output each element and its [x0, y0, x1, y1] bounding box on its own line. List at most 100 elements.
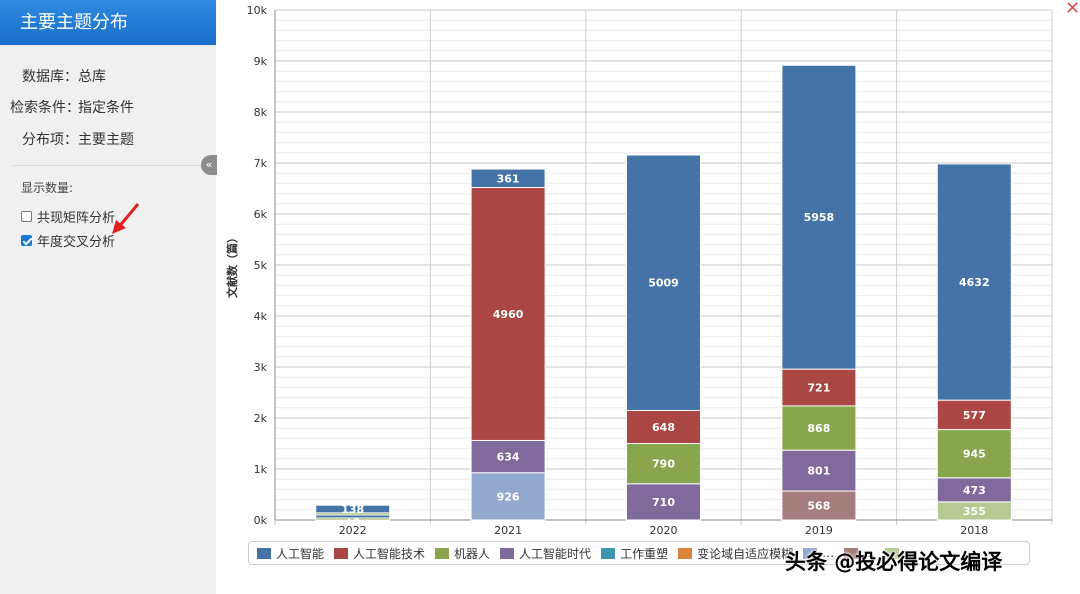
annual-cross-label: 年度交叉分析	[37, 235, 116, 250]
data-label: 926	[497, 490, 520, 503]
legend-item[interactable]: 机器人	[435, 545, 490, 562]
data-label: 634	[497, 451, 520, 464]
legend-swatch	[334, 547, 349, 559]
bar-segment	[781, 449, 857, 492]
bar-segment	[626, 483, 701, 521]
data-label: 721	[807, 382, 830, 395]
data-label: 473	[963, 484, 986, 497]
legend-label: 人工智能时代	[519, 546, 592, 561]
y-tick-label: 0k	[254, 514, 268, 527]
y-tick-label: 5k	[254, 259, 268, 272]
legend-item[interactable]: 人工智能	[257, 545, 324, 562]
legend-swatch	[678, 547, 693, 559]
y-tick-label: 8k	[254, 106, 268, 119]
data-label: 568	[807, 500, 830, 513]
collapse-icon[interactable]: «	[201, 155, 217, 175]
data-label: 710	[652, 496, 675, 509]
condition-label: 检索条件：	[10, 100, 80, 116]
bar-segment	[470, 439, 546, 474]
data-label: 355	[963, 505, 986, 518]
legend-label: …	[863, 546, 876, 560]
legend-label: …	[904, 546, 917, 560]
y-tick-label: 10k	[247, 4, 268, 17]
y-tick-label: 4k	[254, 310, 268, 323]
annual-cross-checkbox[interactable]	[21, 235, 32, 246]
data-label: 790	[652, 458, 675, 471]
data-label: 945	[963, 448, 986, 461]
x-tick-label: 2020	[650, 524, 678, 537]
bar-segment	[936, 163, 1012, 401]
legend-item[interactable]: 变论域自适应模糊	[678, 545, 793, 562]
data-label: 868	[807, 422, 830, 435]
bar-segment	[470, 168, 546, 188]
stacked-bar-chart: 0k1k2k3k4k5k6k7k8k9k10k文献数（篇）18138202292…	[225, 4, 1053, 537]
y-tick-label: 6k	[254, 208, 268, 221]
show-count-label: 显示数量:	[21, 181, 74, 195]
bar-segment	[626, 443, 701, 485]
data-label: 361	[497, 172, 520, 185]
data-label: 4960	[493, 308, 524, 321]
dist-value: 主要主题	[78, 132, 134, 148]
legend-swatch	[435, 547, 450, 559]
bar-segment	[936, 477, 1012, 503]
cooccurrence-checkbox[interactable]	[21, 211, 32, 222]
x-tick-label: 2022	[339, 524, 367, 537]
x-tick-label: 2021	[494, 524, 522, 537]
legend-item[interactable]: …	[844, 546, 875, 560]
legend-label: 机器人	[454, 546, 491, 561]
bar-segment	[626, 409, 701, 444]
condition-row: 检索条件：指定条件	[10, 97, 134, 117]
legend-swatch	[257, 547, 271, 559]
data-label: 648	[652, 421, 675, 434]
sidebar: 主要主题分布 数据库：总库 检索条件：指定条件 分布项：主要主题 « 显示数量:…	[0, 0, 217, 594]
legend: 人工智能 人工智能技术 机器人 人工智能时代 工作重塑 变论域自适应模糊 … … …	[248, 541, 1030, 565]
condition-value: 指定条件	[78, 100, 134, 116]
y-tick-label: 1k	[254, 463, 268, 476]
legend-label: 工作重塑	[620, 546, 669, 561]
y-tick-label: 3k	[254, 361, 268, 374]
legend-swatch	[803, 547, 818, 559]
bar-segment	[936, 429, 1012, 479]
x-tick-label: 2018	[960, 524, 988, 537]
y-tick-label: 7k	[254, 157, 268, 170]
legend-label: 变论域自适应模糊	[697, 546, 794, 561]
legend-swatch	[844, 547, 859, 559]
dist-row: 分布项：主要主题	[10, 129, 134, 149]
database-value: 总库	[78, 69, 106, 85]
legend-item[interactable]: 工作重塑	[601, 545, 668, 562]
database-row: 数据库：总库	[10, 66, 106, 86]
data-label: 577	[963, 409, 986, 422]
legend-item[interactable]: …	[885, 546, 916, 560]
data-label: 5009	[648, 277, 679, 290]
option-cooccurrence[interactable]: 共现矩阵分析	[21, 207, 115, 226]
x-tick-label: 2019	[805, 524, 833, 537]
bar-segment	[781, 490, 857, 521]
dist-label: 分布项：	[22, 132, 78, 148]
data-label: 5958	[804, 211, 835, 224]
legend-label: …	[822, 546, 835, 560]
database-label: 数据库：	[22, 69, 78, 85]
bar-segment	[470, 472, 546, 521]
option-annual-cross[interactable]: 年度交叉分析	[21, 231, 115, 250]
y-axis-title: 文献数（篇）	[225, 232, 239, 298]
legend-item[interactable]: 人工智能时代	[500, 545, 591, 562]
close-icon[interactable]: ✕	[1065, 0, 1080, 19]
watermark: 头条 @投必得论文编译	[785, 550, 1003, 574]
divider	[12, 165, 208, 166]
legend-item[interactable]: 人工智能技术	[334, 545, 425, 562]
legend-swatch	[500, 547, 515, 559]
sidebar-title: 主要主题分布	[0, 0, 216, 45]
legend-item[interactable]: …	[803, 546, 834, 560]
legend-swatch	[601, 547, 616, 559]
bar-segment	[626, 154, 701, 411]
bar-segment	[781, 64, 857, 370]
bar-segment	[936, 399, 1012, 431]
legend-label: 人工智能	[276, 546, 325, 561]
y-tick-label: 9k	[254, 55, 268, 68]
data-label: 801	[807, 465, 830, 478]
legend-swatch	[885, 547, 900, 559]
bar-segment	[781, 368, 857, 407]
bar-segment	[315, 504, 391, 514]
data-label: 4632	[959, 276, 990, 289]
arrow-icon	[112, 203, 140, 234]
